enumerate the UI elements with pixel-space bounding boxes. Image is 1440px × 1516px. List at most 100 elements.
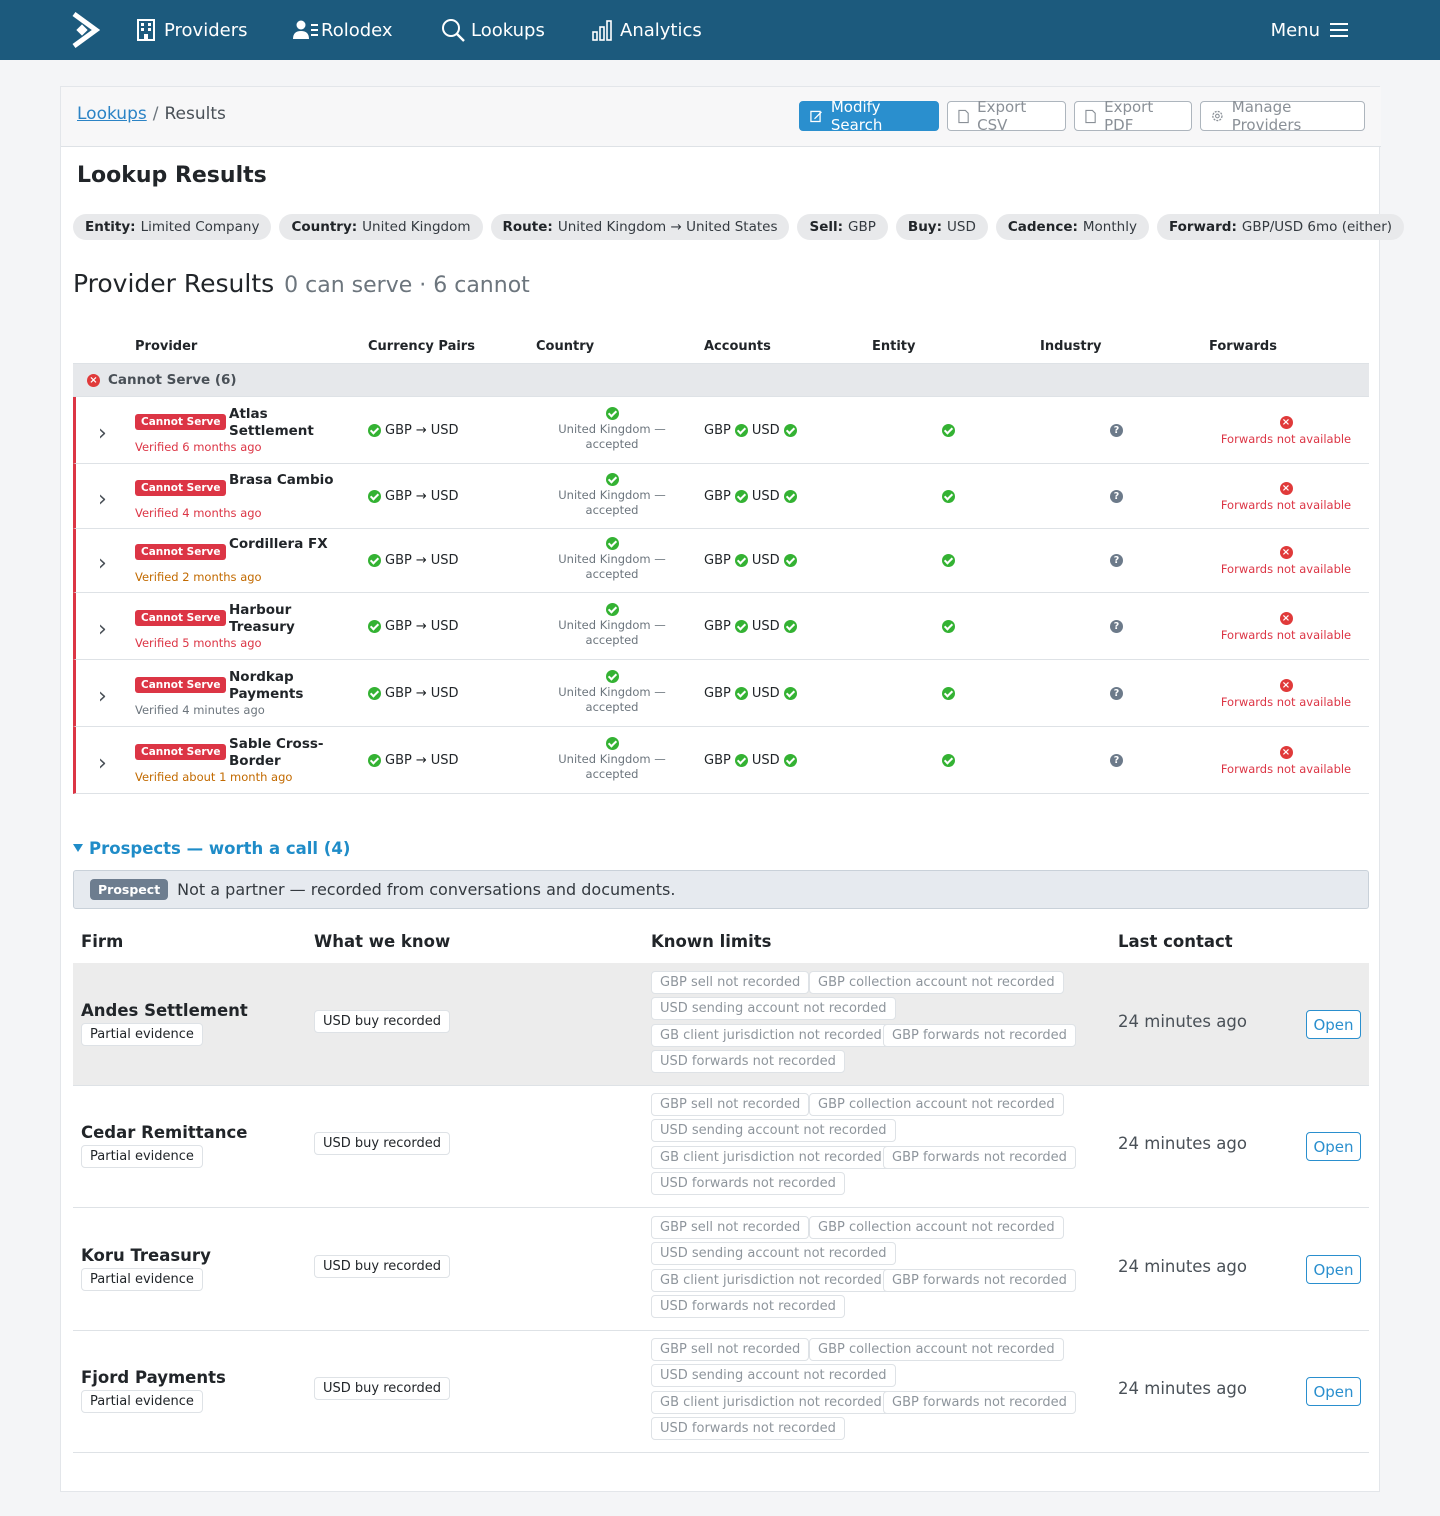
check-circle-icon <box>783 554 797 567</box>
provider-name[interactable]: Cordillera FX <box>229 536 328 552</box>
pair-arrow: → <box>415 553 427 568</box>
caret-down-icon <box>73 844 83 852</box>
limit-badge: GBP forwards not recorded <box>883 1269 1076 1292</box>
breadcrumb-lookups-link[interactable]: Lookups <box>77 104 147 124</box>
limit-badge: GBP sell not recorded <box>651 1093 810 1116</box>
menu-button[interactable]: Menu <box>1271 0 1348 60</box>
chevron-right-icon[interactable]: › <box>98 616 107 642</box>
criteria-key: Country: <box>291 219 358 235</box>
provider-name[interactable]: Harbour Treasury <box>229 601 295 635</box>
col-forwards[interactable]: Forwards <box>1209 339 1277 354</box>
export-pdf-button[interactable]: Export PDF <box>1074 98 1192 134</box>
criteria-chip: Country: United Kingdom <box>279 214 483 240</box>
results-card: Lookups / Results Modify Search Export CSV… <box>60 86 1405 1492</box>
chevron-right-icon[interactable]: › <box>98 486 107 512</box>
gear-icon <box>1212 110 1223 122</box>
criteria-chip: Route: United Kingdom → United States <box>490 214 790 240</box>
known-fact-badge: USD buy recorded <box>314 1132 451 1155</box>
firm-name[interactable]: Andes Settlement <box>81 1001 248 1020</box>
logo-icon[interactable] <box>70 12 100 48</box>
col-provider[interactable]: Provider <box>135 339 198 354</box>
provider-name[interactable]: Brasa Cambio <box>229 471 334 488</box>
check-circle-icon <box>734 489 748 503</box>
chevron-right-icon[interactable]: › <box>98 420 107 446</box>
check-circle-icon <box>734 423 748 437</box>
chevron-right-icon[interactable]: › <box>98 750 107 776</box>
currency-pair: GBP → USD <box>368 686 459 701</box>
criteria-chip: Forward: GBP/USD 6mo (either) <box>1156 214 1405 240</box>
chevron-right-icon[interactable]: › <box>98 683 107 709</box>
provider-table-header: Provider Currency Pairs Country Accounts… <box>73 329 1369 364</box>
provider-row[interactable]: › Cannot Serve Harbour Treasury Verified 5 … <box>73 593 1369 660</box>
known-fact-badge: USD buy recorded <box>314 1255 451 1278</box>
nav-analytics-label: Analytics <box>620 19 702 41</box>
col-industry[interactable]: Industry <box>1040 339 1102 354</box>
col-country[interactable]: Country <box>536 339 595 354</box>
nav-analytics[interactable]: Analytics <box>592 0 702 60</box>
firm-name[interactable]: Koru Treasury <box>81 1246 211 1265</box>
nav-lookups[interactable]: Lookups <box>441 0 545 60</box>
cannot-serve-badge: Cannot Serve <box>135 609 227 626</box>
limit-badge: GB client jurisdiction not recorded <box>651 1024 891 1047</box>
nav-providers[interactable]: Providers <box>136 0 248 60</box>
provider-row[interactable]: › Cannot Serve Brasa Cambio Verified 4 mont… <box>73 464 1369 529</box>
modify-search-button[interactable]: Modify Search <box>799 98 939 134</box>
open-button[interactable]: Open <box>1306 1255 1361 1284</box>
contacts-icon <box>293 20 318 39</box>
col-accounts[interactable]: Accounts <box>704 339 771 354</box>
account-currency: GBP <box>704 685 731 701</box>
open-button[interactable]: Open <box>1306 1132 1361 1161</box>
provider-name[interactable]: Sable Cross-Border <box>229 735 324 769</box>
chevron-right-icon[interactable]: › <box>98 551 107 576</box>
prospect-row: Koru Treasury Partial evidence USD buy rec… <box>73 1208 1369 1331</box>
limit-badge: GB client jurisdiction not recorded <box>651 1391 891 1414</box>
account-currency: USD <box>751 752 780 768</box>
col-what-we-know: What we know <box>314 932 451 951</box>
provider-row[interactable]: › Cannot Serve Nordkap Payments Verified 4 … <box>73 660 1369 727</box>
top-nav: Providers Rolodex Lookups Analytics Menu <box>0 0 1440 60</box>
criteria-key: Sell: <box>809 219 844 235</box>
pair-to: USD <box>430 752 459 768</box>
provider-row[interactable]: › Cannot Serve Cordillera FX Verified 2 mon… <box>73 529 1369 593</box>
forwards-cell: × Forwards not available <box>1206 546 1366 577</box>
provider-results-summary: 0 can serve · 6 cannot <box>284 273 530 298</box>
criteria-value: Monthly <box>1082 219 1137 235</box>
account-currency: GBP <box>704 752 731 768</box>
criteria-chips: Entity: Limited Company Country: United Kin… <box>73 214 1405 240</box>
prospects-table-header: Firm What we know Known limits Last cont… <box>73 920 1369 963</box>
export-csv-button[interactable]: Export CSV <box>947 98 1066 134</box>
known-fact-badge: USD buy recorded <box>314 1010 451 1033</box>
entity-check-icon <box>942 753 955 767</box>
limit-badge: GBP forwards not recorded <box>883 1024 1076 1047</box>
pair-arrow: → <box>415 685 427 701</box>
account-currency: USD <box>751 553 780 568</box>
cannot-serve-badge: Cannot Serve <box>135 544 227 560</box>
pair-to: USD <box>430 422 459 438</box>
provider-row[interactable]: › Cannot Serve Sable Cross-Border Verified … <box>73 727 1369 794</box>
firm-name[interactable]: Cedar Remittance <box>81 1123 248 1142</box>
verified-timestamp: Verified 4 months ago <box>135 505 262 520</box>
account-currency: USD <box>751 422 780 438</box>
open-button[interactable]: Open <box>1306 1010 1361 1039</box>
provider-row[interactable]: › Cannot Serve Atlas Settlement Verified 6 … <box>73 397 1369 464</box>
col-entity[interactable]: Entity <box>872 339 916 354</box>
col-currency-pairs[interactable]: Currency Pairs <box>368 339 475 354</box>
provider-name[interactable]: Atlas Settlement <box>229 405 314 439</box>
cannot-serve-badge: Cannot Serve <box>135 479 227 496</box>
prospects-toggle[interactable]: Prospects — worth a call (4) <box>73 839 350 858</box>
pair-from: GBP <box>385 752 412 768</box>
cannot-serve-badge: Cannot Serve <box>135 676 227 693</box>
nav-rolodex[interactable]: Rolodex <box>293 0 393 60</box>
provider-results-title: Provider Results <box>73 269 275 298</box>
manage-providers-button[interactable]: Manage Providers <box>1200 98 1365 134</box>
provider-name[interactable]: Nordkap Payments <box>229 668 304 702</box>
forwards-status: Forwards not available <box>1220 431 1352 446</box>
prospect-notice: Prospect Not a partner — recorded from c… <box>73 870 1369 909</box>
criteria-chip: Cadence: Monthly <box>995 214 1149 240</box>
country-status: United Kingdom — accepted <box>558 684 666 714</box>
firm-name[interactable]: Fjord Payments <box>81 1368 226 1387</box>
open-button[interactable]: Open <box>1306 1377 1361 1406</box>
verified-timestamp: Verified 4 minutes ago <box>135 702 265 717</box>
cannot-serve-group[interactable]: × Cannot Serve (6) <box>73 364 1369 397</box>
menu-label: Menu <box>1270 19 1320 41</box>
